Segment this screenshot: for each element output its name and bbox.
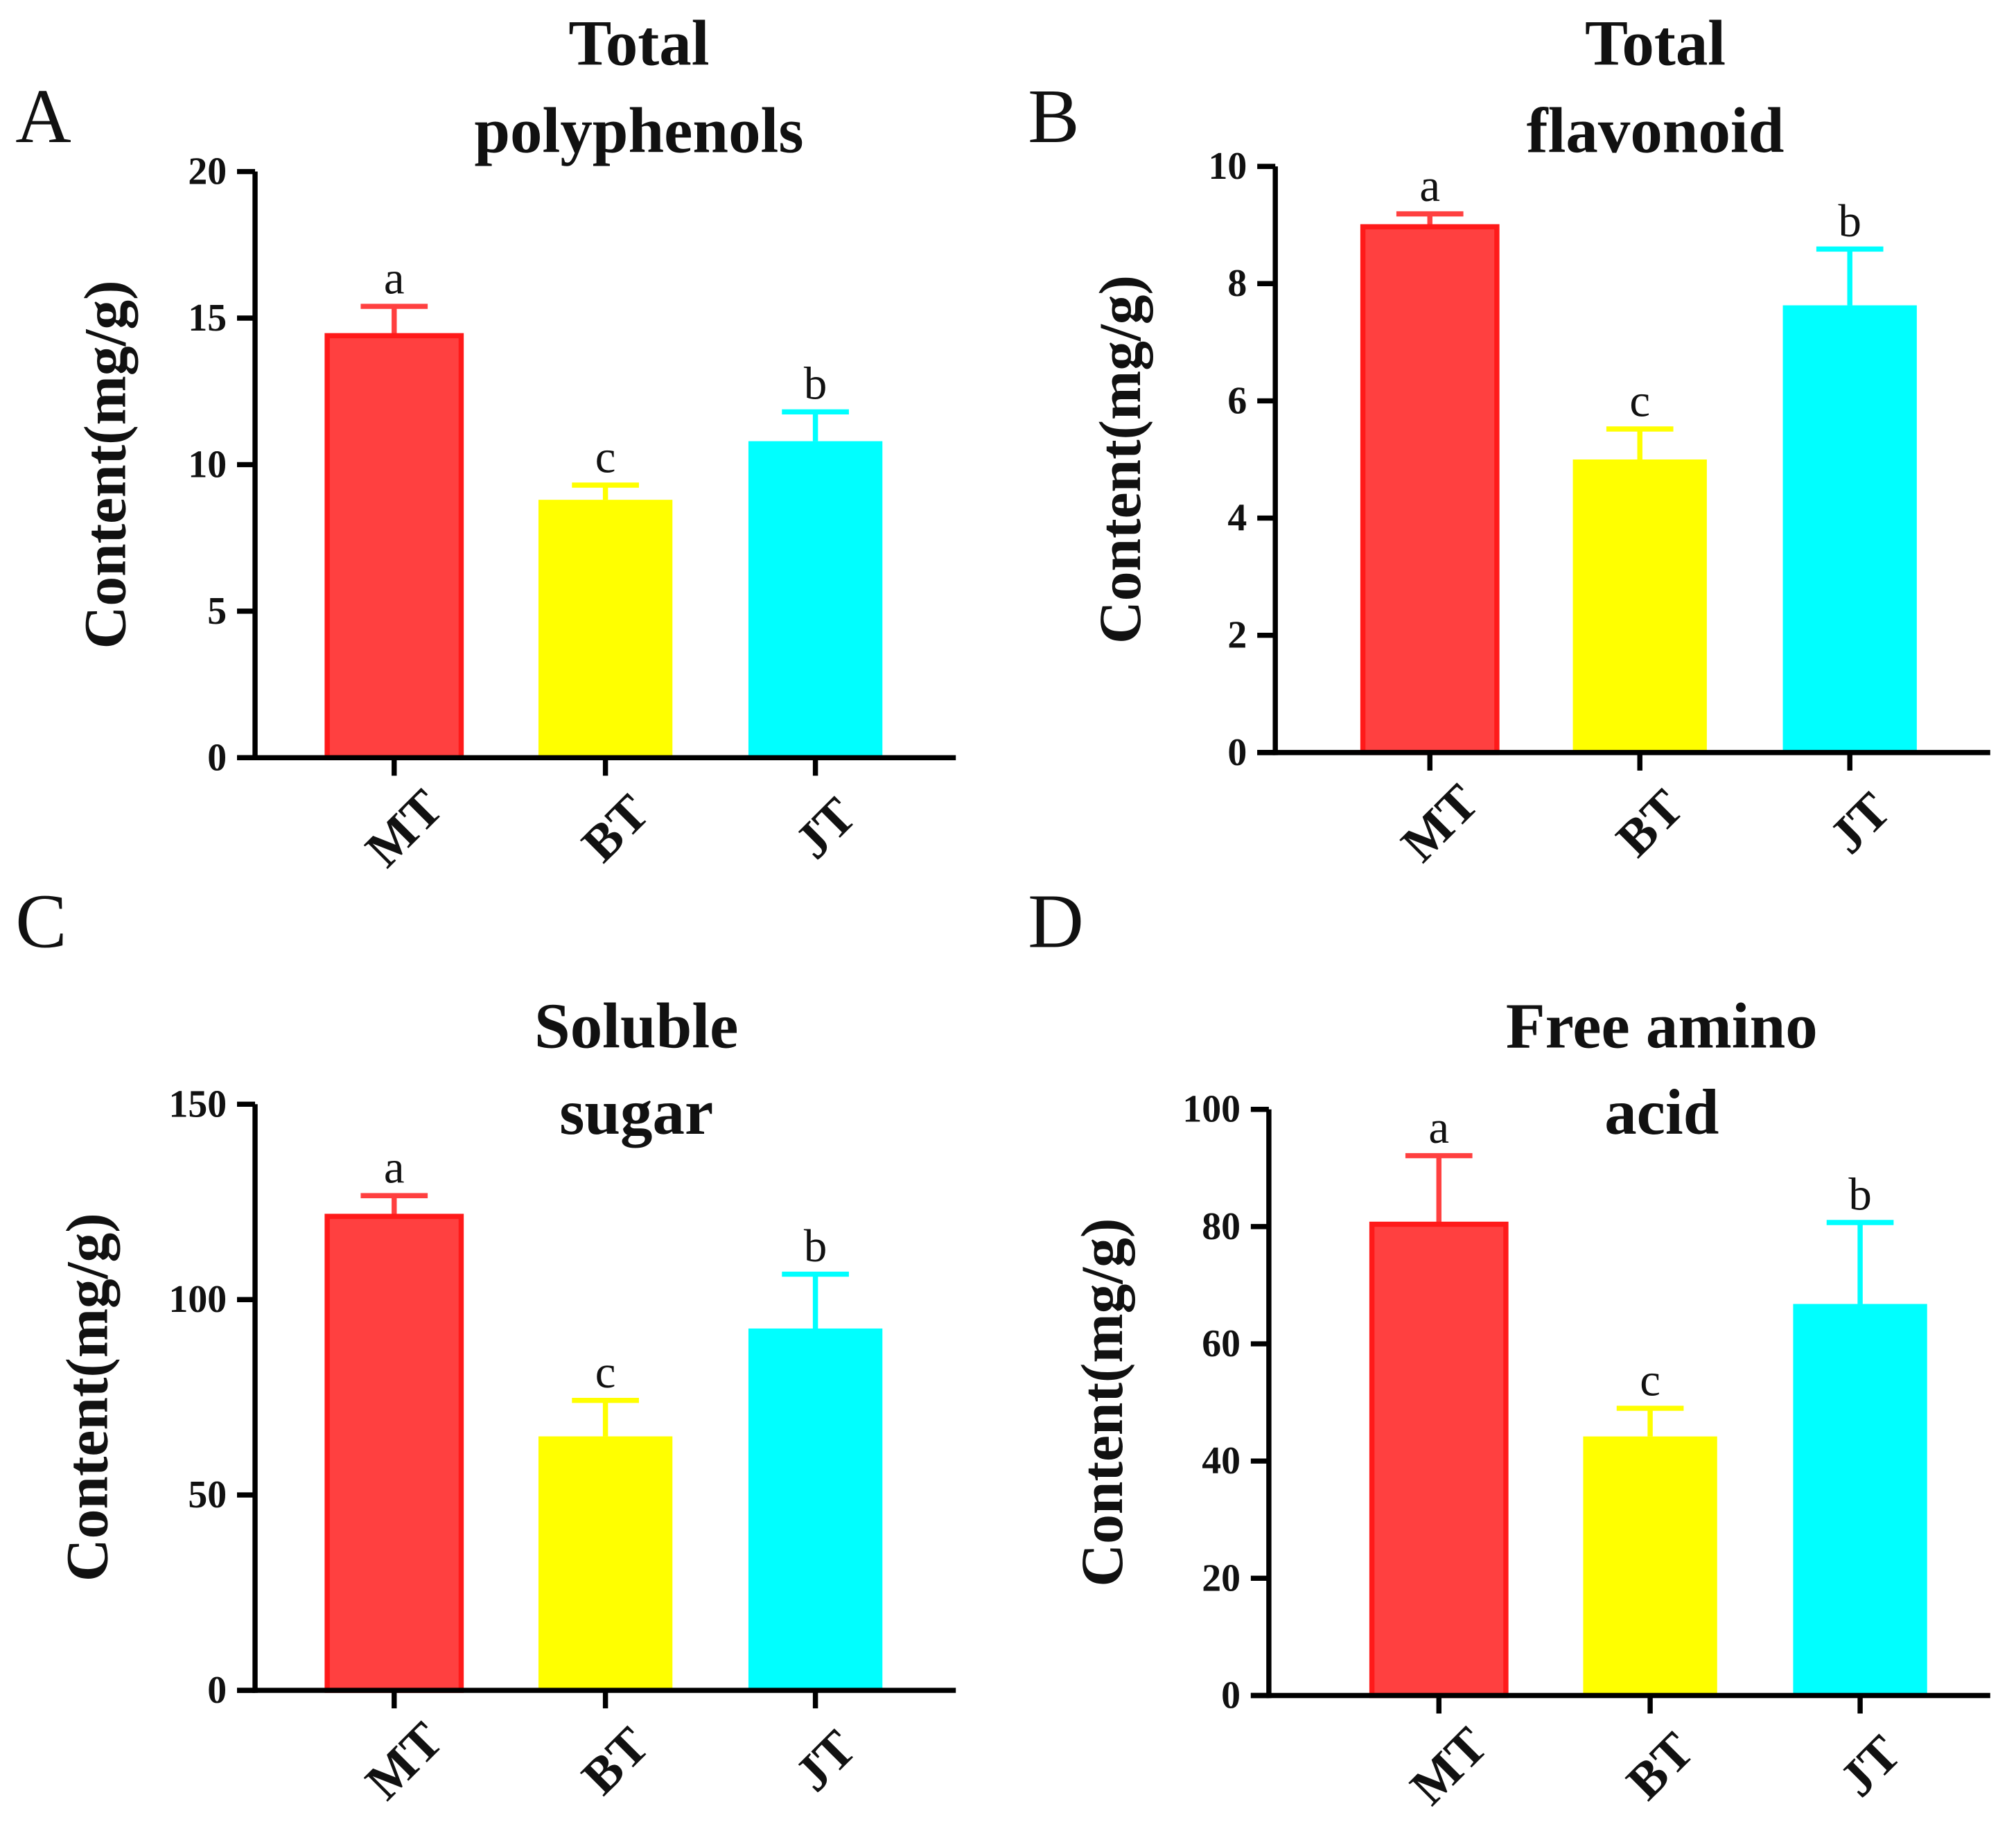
panel-label: C	[15, 879, 67, 965]
y-tick-label: 0	[207, 1669, 227, 1712]
y-tick-label: 100	[1182, 1088, 1241, 1131]
y-tick-label: 15	[188, 297, 227, 340]
y-tick-label: 0	[1227, 731, 1247, 774]
bar-jt	[748, 441, 883, 758]
chart-title: Free amino	[1506, 991, 1818, 1062]
significance-label: c	[1640, 1354, 1660, 1405]
bar-jt	[1782, 305, 1917, 753]
chart-title: sugar	[559, 1077, 713, 1148]
x-tick-label: BT	[1606, 779, 1694, 868]
x-tick-label: MT	[1400, 1717, 1499, 1816]
y-tick-label: 0	[1221, 1674, 1241, 1717]
y-tick-label: 0	[207, 736, 227, 779]
chart-title: Total	[568, 8, 709, 79]
y-tick-label: 2	[1227, 614, 1247, 657]
chart-title: Soluble	[534, 991, 738, 1062]
y-tick-label: 10	[1209, 145, 1247, 188]
bar-mt	[1369, 1221, 1509, 1699]
panel-label: D	[1028, 879, 1084, 965]
significance-label: c	[1629, 375, 1650, 426]
significance-label: a	[384, 252, 405, 304]
chart-title: polyphenols	[474, 96, 803, 167]
bar-mt	[1360, 224, 1500, 755]
chart-title: flavonoid	[1527, 96, 1785, 167]
significance-label: c	[595, 431, 616, 482]
significance-label: b	[1848, 1168, 1871, 1220]
y-tick-label: 10	[188, 443, 227, 486]
significance-label: a	[1428, 1102, 1449, 1153]
panel-a: A Total polyphenols Content(mg/g) a MT c BT b JT 0…	[15, 8, 956, 878]
bar-jt	[748, 1328, 883, 1691]
significance-label: a	[1419, 160, 1440, 211]
x-tick-label: MT	[355, 1712, 454, 1811]
chart-title: Total	[1585, 8, 1726, 79]
x-tick-label: JT	[785, 787, 867, 870]
y-tick-label: 5	[207, 590, 227, 633]
y-axis-label: Content(mg/g)	[1070, 1218, 1135, 1587]
bar-bt	[1583, 1436, 1717, 1696]
x-tick-label: BT	[1616, 1722, 1705, 1811]
y-tick-label: 20	[1202, 1557, 1241, 1600]
panel-b: B Total flavonoid Content(mg/g) a MT c BT b JT 0 2 4…	[1028, 8, 1990, 873]
y-axis-label: Content(mg/g)	[55, 1213, 120, 1581]
panel-c: C Soluble sugar Content(mg/g) a MT c BT b JT 0 50 10…	[15, 879, 956, 1811]
y-axis-label: Content(mg/g)	[1088, 275, 1153, 644]
bar-mt	[324, 1213, 464, 1693]
x-tick-label: JT	[1829, 1725, 1911, 1807]
bar-bt	[1572, 459, 1707, 753]
y-tick-label: 60	[1202, 1322, 1241, 1365]
chart-title: acid	[1604, 1077, 1719, 1148]
bar-jt	[1793, 1304, 1927, 1696]
y-tick-label: 20	[188, 150, 227, 193]
y-tick-label: 40	[1202, 1439, 1241, 1482]
x-tick-label: BT	[571, 784, 660, 873]
y-tick-label: 100	[169, 1278, 227, 1321]
x-tick-label: JT	[1818, 782, 1901, 864]
x-tick-label: MT	[355, 779, 454, 878]
y-tick-label: 50	[188, 1473, 227, 1516]
bar-bt	[538, 1436, 673, 1691]
y-tick-label: 8	[1227, 262, 1247, 305]
y-axis-label: Content(mg/g)	[73, 280, 138, 649]
y-tick-label: 6	[1227, 379, 1247, 422]
panel-label: B	[1028, 74, 1079, 159]
bar-bt	[538, 500, 673, 758]
bar-mt	[324, 333, 464, 761]
x-tick-label: MT	[1391, 774, 1490, 873]
significance-label: b	[804, 358, 827, 410]
y-tick-label: 4	[1227, 497, 1247, 540]
panel-d: D Free amino acid Content(mg/g) a MT c BT b JT 0 20…	[1028, 879, 1990, 1816]
y-tick-label: 80	[1202, 1205, 1241, 1248]
panel-label: A	[15, 74, 71, 159]
significance-label: a	[384, 1142, 405, 1193]
y-tick-label: 150	[169, 1083, 227, 1125]
significance-label: b	[804, 1220, 827, 1272]
significance-label: b	[1838, 195, 1861, 247]
significance-label: c	[595, 1347, 616, 1398]
x-tick-label: JT	[785, 1720, 867, 1803]
x-tick-label: BT	[571, 1717, 660, 1805]
